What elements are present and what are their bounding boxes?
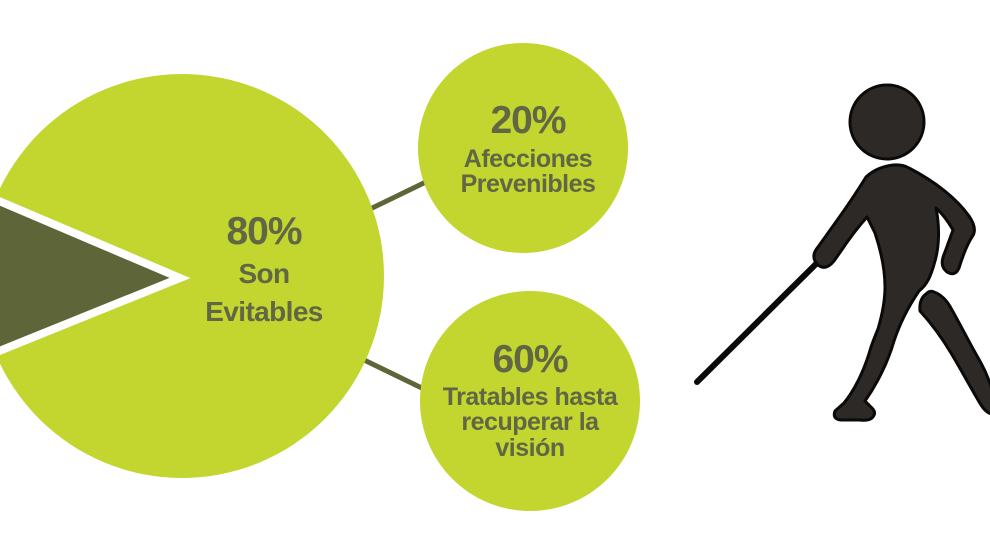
pie-chart: 80% Son Evitables xyxy=(0,74,384,478)
pie-label-line1: Son xyxy=(238,258,289,289)
pie-dark-wedge xyxy=(0,197,191,355)
bubble-treatable-line2: recuperar la xyxy=(461,408,600,436)
connector-line-bottom xyxy=(358,355,432,395)
person-head xyxy=(848,83,926,161)
bubble-treatable-circle xyxy=(420,291,640,511)
bubble-treatable: 60% Tratables hasta recuperar la visión xyxy=(420,291,640,511)
blind-person-icon xyxy=(694,83,990,422)
person-body xyxy=(812,163,976,422)
pie-percent-label: 80% xyxy=(226,210,301,253)
white-cane xyxy=(694,258,822,385)
bubble-preventable-circle xyxy=(418,43,628,253)
bubble-preventable-line2: Prevenibles xyxy=(461,170,596,198)
person-rear-leg xyxy=(918,289,990,415)
bubble-treatable-line1: Tratables hasta xyxy=(443,383,619,411)
pie-label-line2: Evitables xyxy=(205,296,323,327)
connector-line-top xyxy=(364,176,434,214)
bubble-preventable: 20% Afecciones Prevenibles xyxy=(418,43,628,253)
pie-main-slice xyxy=(0,74,384,478)
bubble-preventable-percent: 20% xyxy=(490,99,565,142)
bubble-treatable-line3: visión xyxy=(495,434,564,462)
bubble-treatable-percent: 60% xyxy=(492,338,567,381)
bubble-preventable-line1: Afecciones xyxy=(464,145,592,173)
